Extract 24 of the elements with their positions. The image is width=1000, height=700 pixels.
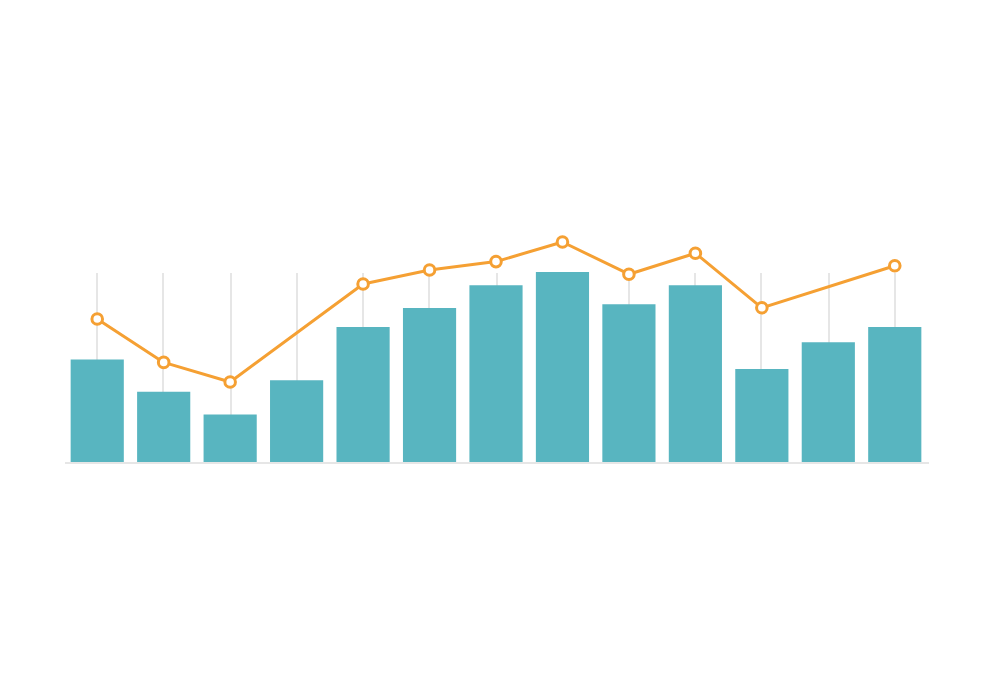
- bar: [70, 359, 124, 462]
- point: [356, 277, 370, 291]
- bar: [668, 285, 722, 462]
- point: [622, 267, 636, 281]
- bar: [801, 342, 855, 462]
- bar: [868, 327, 922, 462]
- bar: [469, 285, 523, 462]
- point: [90, 312, 105, 326]
- point: [223, 375, 237, 389]
- bar: [535, 272, 590, 462]
- bar: [336, 327, 390, 462]
- bar: [270, 380, 324, 462]
- point: [156, 355, 171, 370]
- point: [755, 301, 769, 315]
- point: [887, 259, 902, 273]
- bar: [602, 304, 656, 462]
- point: [489, 254, 503, 269]
- point: [422, 263, 437, 277]
- point: [688, 246, 703, 260]
- bar: [203, 414, 257, 462]
- bar: [402, 308, 457, 462]
- bar: [137, 391, 191, 462]
- bar: [735, 368, 789, 462]
- point: [555, 235, 570, 249]
